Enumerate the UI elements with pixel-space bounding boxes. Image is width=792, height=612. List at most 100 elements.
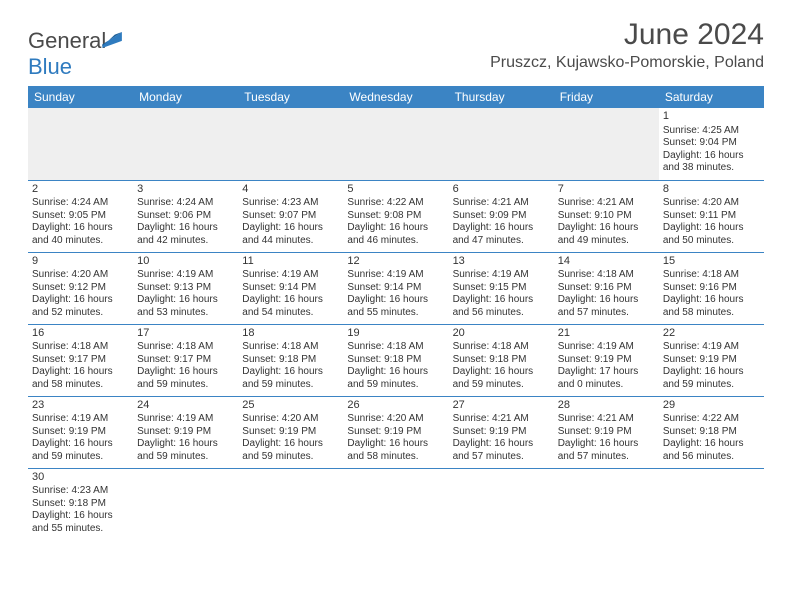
day-number: 15 [663,255,760,269]
daylight-line: Daylight: 16 hours and 47 minutes. [453,222,550,247]
daylight-line: Daylight: 16 hours and 52 minutes. [32,294,129,319]
calendar-cell: 15Sunrise: 4:18 AMSunset: 9:16 PMDayligh… [659,252,764,324]
sunset-line: Sunset: 9:18 PM [453,354,550,367]
daylight-line: Daylight: 16 hours and 49 minutes. [558,222,655,247]
day-number: 25 [242,399,339,413]
calendar-cell: 10Sunrise: 4:19 AMSunset: 9:13 PMDayligh… [133,252,238,324]
calendar-week: 16Sunrise: 4:18 AMSunset: 9:17 PMDayligh… [28,324,764,396]
day-number: 19 [347,327,444,341]
calendar-cell: 7Sunrise: 4:21 AMSunset: 9:10 PMDaylight… [554,180,659,252]
daylight-line: Daylight: 16 hours and 50 minutes. [663,222,760,247]
daylight-line: Daylight: 16 hours and 40 minutes. [32,222,129,247]
calendar-cell: 24Sunrise: 4:19 AMSunset: 9:19 PMDayligh… [133,396,238,468]
day-number: 11 [242,255,339,269]
calendar-cell: 5Sunrise: 4:22 AMSunset: 9:08 PMDaylight… [343,180,448,252]
dayheader-sat: Saturday [659,86,764,108]
sunrise-line: Sunrise: 4:19 AM [663,341,760,354]
sunset-line: Sunset: 9:09 PM [453,210,550,223]
sunset-line: Sunset: 9:07 PM [242,210,339,223]
daylight-line: Daylight: 16 hours and 44 minutes. [242,222,339,247]
day-number: 5 [347,183,444,197]
daylight-line: Daylight: 16 hours and 53 minutes. [137,294,234,319]
day-number: 10 [137,255,234,269]
dayheader-sun: Sunday [28,86,133,108]
day-number: 2 [32,183,129,197]
page-header: GeneralBlue June 2024 Pruszcz, Kujawsko-… [28,18,764,80]
sunrise-line: Sunrise: 4:18 AM [137,341,234,354]
sunset-line: Sunset: 9:17 PM [137,354,234,367]
sunrise-line: Sunrise: 4:20 AM [347,413,444,426]
daylight-line: Daylight: 16 hours and 57 minutes. [453,438,550,463]
calendar-week: 9Sunrise: 4:20 AMSunset: 9:12 PMDaylight… [28,252,764,324]
sunset-line: Sunset: 9:19 PM [347,426,444,439]
calendar-cell: 21Sunrise: 4:19 AMSunset: 9:19 PMDayligh… [554,324,659,396]
sunset-line: Sunset: 9:18 PM [32,498,129,511]
calendar-cell [133,468,238,540]
calendar-cell: 8Sunrise: 4:20 AMSunset: 9:11 PMDaylight… [659,180,764,252]
title-block: June 2024 Pruszcz, Kujawsko-Pomorskie, P… [490,18,764,72]
sunrise-line: Sunrise: 4:21 AM [453,197,550,210]
sunrise-line: Sunrise: 4:19 AM [453,269,550,282]
day-number: 23 [32,399,129,413]
calendar-cell: 17Sunrise: 4:18 AMSunset: 9:17 PMDayligh… [133,324,238,396]
dayheader-tue: Tuesday [238,86,343,108]
sunrise-line: Sunrise: 4:19 AM [137,413,234,426]
daylight-line: Daylight: 17 hours and 0 minutes. [558,366,655,391]
daylight-line: Daylight: 16 hours and 46 minutes. [347,222,444,247]
calendar-cell [133,108,238,180]
calendar-cell: 2Sunrise: 4:24 AMSunset: 9:05 PMDaylight… [28,180,133,252]
calendar-cell: 12Sunrise: 4:19 AMSunset: 9:14 PMDayligh… [343,252,448,324]
sunrise-line: Sunrise: 4:20 AM [663,197,760,210]
sunset-line: Sunset: 9:14 PM [347,282,444,295]
day-number: 28 [558,399,655,413]
day-number: 3 [137,183,234,197]
sunrise-line: Sunrise: 4:20 AM [32,269,129,282]
daylight-line: Daylight: 16 hours and 59 minutes. [242,438,339,463]
day-number: 13 [453,255,550,269]
calendar-cell [238,468,343,540]
calendar-cell: 19Sunrise: 4:18 AMSunset: 9:18 PMDayligh… [343,324,448,396]
calendar-cell: 16Sunrise: 4:18 AMSunset: 9:17 PMDayligh… [28,324,133,396]
sunset-line: Sunset: 9:17 PM [32,354,129,367]
month-title: June 2024 [490,18,764,52]
sunset-line: Sunset: 9:12 PM [32,282,129,295]
calendar-cell [28,108,133,180]
daylight-line: Daylight: 16 hours and 57 minutes. [558,438,655,463]
daylight-line: Daylight: 16 hours and 59 minutes. [242,366,339,391]
sunset-line: Sunset: 9:08 PM [347,210,444,223]
calendar-cell: 3Sunrise: 4:24 AMSunset: 9:06 PMDaylight… [133,180,238,252]
sunset-line: Sunset: 9:18 PM [663,426,760,439]
day-number: 26 [347,399,444,413]
daylight-line: Daylight: 16 hours and 55 minutes. [347,294,444,319]
daylight-line: Daylight: 16 hours and 59 minutes. [347,366,444,391]
day-number: 24 [137,399,234,413]
daylight-line: Daylight: 16 hours and 55 minutes. [32,510,129,535]
day-number: 22 [663,327,760,341]
daylight-line: Daylight: 16 hours and 59 minutes. [137,438,234,463]
day-number: 27 [453,399,550,413]
calendar-cell: 25Sunrise: 4:20 AMSunset: 9:19 PMDayligh… [238,396,343,468]
brand-logo: GeneralBlue [28,28,124,80]
calendar-week: 2Sunrise: 4:24 AMSunset: 9:05 PMDaylight… [28,180,764,252]
day-number: 14 [558,255,655,269]
sunrise-line: Sunrise: 4:21 AM [453,413,550,426]
calendar-week: 1Sunrise: 4:25 AMSunset: 9:04 PMDaylight… [28,108,764,180]
day-number: 6 [453,183,550,197]
sunset-line: Sunset: 9:19 PM [32,426,129,439]
calendar-cell: 22Sunrise: 4:19 AMSunset: 9:19 PMDayligh… [659,324,764,396]
day-number: 17 [137,327,234,341]
brand-part1: General [28,28,106,53]
sunset-line: Sunset: 9:19 PM [453,426,550,439]
sunset-line: Sunset: 9:14 PM [242,282,339,295]
sunset-line: Sunset: 9:19 PM [558,354,655,367]
day-number: 21 [558,327,655,341]
sunset-line: Sunset: 9:15 PM [453,282,550,295]
sunset-line: Sunset: 9:19 PM [663,354,760,367]
calendar-table: Sunday Monday Tuesday Wednesday Thursday… [28,86,764,540]
daylight-line: Daylight: 16 hours and 56 minutes. [453,294,550,319]
day-number: 8 [663,183,760,197]
day-number: 30 [32,471,129,485]
sunrise-line: Sunrise: 4:21 AM [558,413,655,426]
daylight-line: Daylight: 16 hours and 38 minutes. [663,150,760,175]
calendar-cell: 28Sunrise: 4:21 AMSunset: 9:19 PMDayligh… [554,396,659,468]
